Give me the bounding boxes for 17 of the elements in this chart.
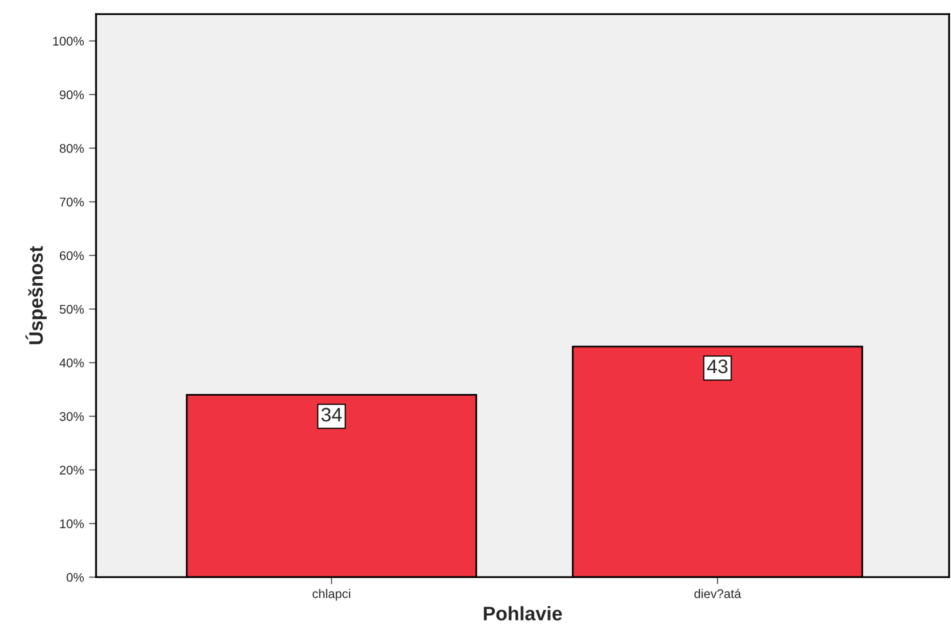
data-label: 43 (707, 360, 728, 374)
y-tick-label: 60% (60, 251, 84, 260)
y-axis-title: Úspešnost (25, 246, 47, 344)
y-tick-label: 10% (60, 519, 84, 528)
y-tick-label: 90% (60, 90, 84, 100)
x-tick-label: diev?atá (694, 588, 742, 598)
x-tick-label: chlapci (312, 588, 350, 601)
y-tick-label: 70% (60, 198, 84, 206)
y-tick-label: 80% (60, 144, 84, 153)
y-tick-label: 40% (60, 358, 84, 368)
y-tick-label: 50% (60, 304, 84, 314)
data-label: 34 (321, 408, 342, 422)
y-tick-label: 0% (66, 572, 84, 582)
y-tick-label: 30% (60, 412, 84, 421)
y-tick-label: 20% (60, 466, 84, 475)
x-axis-title: Pohlavie (484, 606, 562, 620)
y-tick-label: 100% (53, 36, 84, 46)
